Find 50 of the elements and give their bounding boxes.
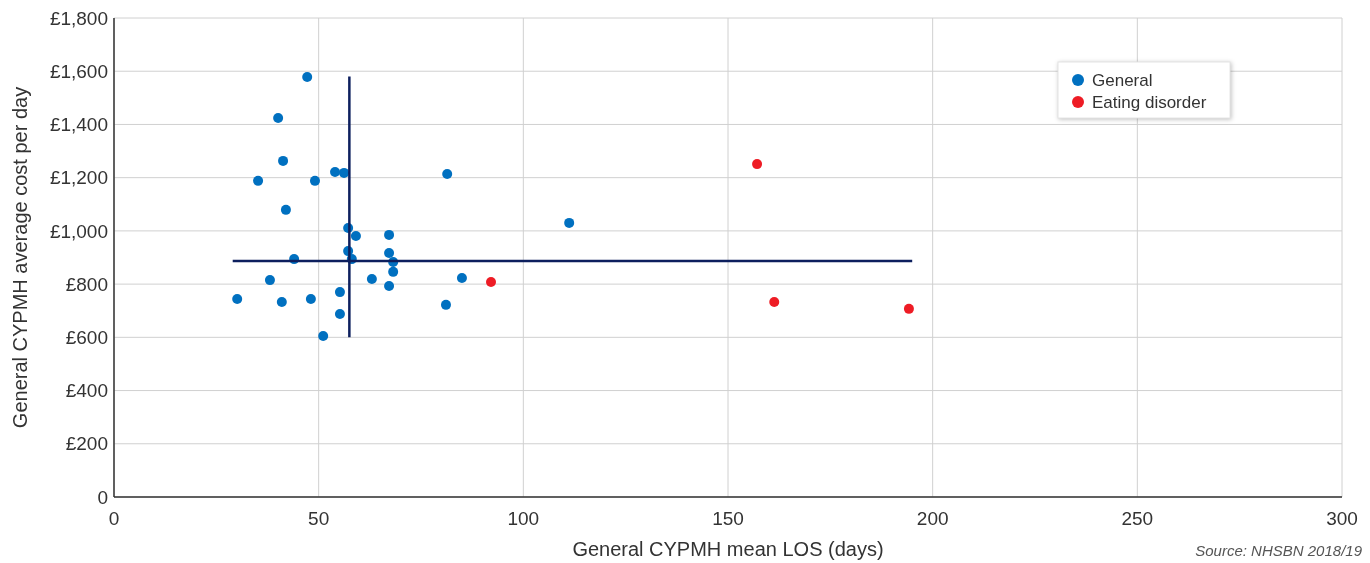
point xyxy=(384,229,395,240)
point xyxy=(334,308,345,319)
point xyxy=(339,167,350,178)
y-tick-label: £200 xyxy=(65,433,108,455)
point xyxy=(253,175,264,186)
x-tick-label: 150 xyxy=(712,508,744,529)
legend-label: General xyxy=(1092,70,1153,90)
point xyxy=(388,266,399,277)
y-tick-label: 0 xyxy=(97,486,108,508)
legend-label: Eating disorder xyxy=(1092,92,1207,112)
x-tick-label: 300 xyxy=(1326,508,1358,529)
point xyxy=(366,274,377,285)
point xyxy=(384,280,395,291)
point xyxy=(280,204,291,215)
y-tick-label: £600 xyxy=(65,326,108,348)
point xyxy=(278,155,289,166)
y-tick-label: £1,000 xyxy=(49,220,108,242)
point xyxy=(334,287,345,298)
point xyxy=(769,296,780,307)
point xyxy=(276,296,287,307)
y-tick-label: £1,600 xyxy=(49,60,108,82)
point xyxy=(232,294,243,305)
source-note: Source: NHSBN 2018/19 xyxy=(1195,542,1363,559)
point xyxy=(330,167,341,178)
y-tick-label: £800 xyxy=(65,273,108,295)
y-tick-label: £1,800 xyxy=(49,7,108,29)
point xyxy=(305,294,316,305)
y-tick-label: £400 xyxy=(65,380,108,402)
x-tick-label: 250 xyxy=(1121,508,1154,529)
point xyxy=(564,217,575,228)
point xyxy=(486,276,496,287)
point xyxy=(309,175,320,186)
y-tick-label: £1,400 xyxy=(49,114,108,136)
x-tick-label: 100 xyxy=(507,508,540,529)
point xyxy=(273,113,284,124)
point xyxy=(456,272,467,283)
point xyxy=(318,331,329,341)
point xyxy=(440,299,451,310)
point xyxy=(442,168,453,179)
x-tick-label: 200 xyxy=(916,508,949,529)
x-axis-title: General CYPMH mean LOS (days) xyxy=(572,538,884,560)
x-tick-label: 50 xyxy=(308,508,330,529)
point xyxy=(903,303,914,314)
point xyxy=(350,230,361,241)
y-tick-label: £1,200 xyxy=(49,167,108,189)
point xyxy=(264,275,275,286)
point xyxy=(384,247,395,258)
point xyxy=(752,159,763,170)
point xyxy=(302,72,313,83)
y-axis-title: General CYPMH average cost per day xyxy=(9,86,31,429)
